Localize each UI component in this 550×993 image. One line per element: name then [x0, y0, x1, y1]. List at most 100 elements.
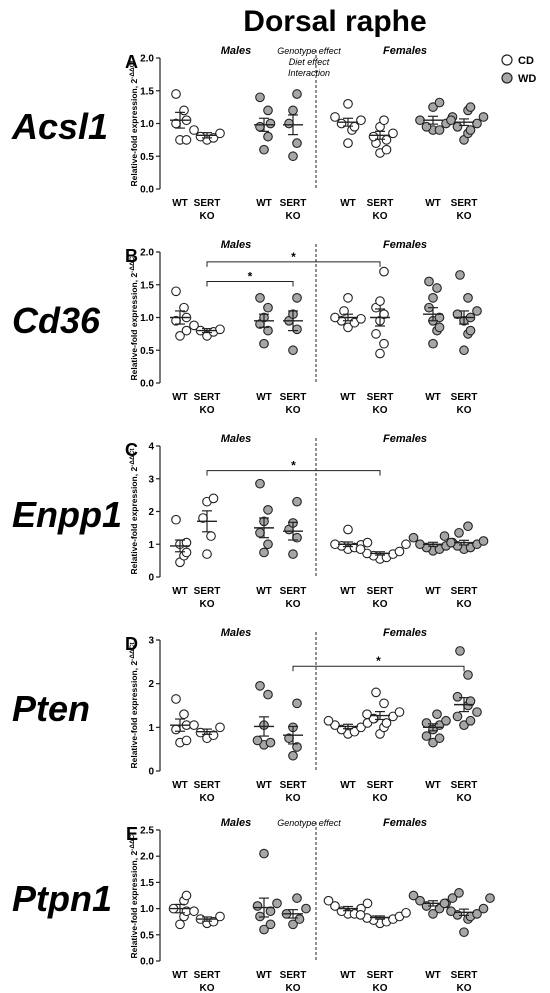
category-label-line2: KO	[286, 793, 301, 804]
data-point	[432, 709, 442, 720]
data-point	[465, 325, 476, 336]
category-label: SERT	[367, 970, 394, 981]
data-point	[284, 118, 294, 129]
data-point	[379, 338, 389, 349]
data-point	[189, 320, 199, 331]
category-label: WT	[172, 198, 188, 209]
panel-e: E Ptpn1 Males Females Genotype effect 0.0 0.5 1…	[12, 817, 495, 993]
data-point	[446, 906, 456, 917]
category-label: WT	[340, 586, 356, 597]
data-point	[368, 713, 379, 724]
data-point	[401, 907, 411, 918]
category-label: WT	[172, 970, 188, 981]
category-label-line2: KO	[200, 983, 215, 993]
significance-star: *	[291, 459, 296, 473]
gene-label: Acsl1	[11, 106, 108, 147]
data-point	[356, 115, 366, 126]
data-point	[381, 144, 392, 155]
data-point	[336, 724, 347, 735]
y-axis-title: Relative-fold expression, 2-ΔΔCt	[129, 832, 139, 959]
data-point	[371, 687, 381, 698]
y-axis-title: Relative-fold expression, 2-ΔΔCt	[129, 60, 139, 187]
category-label: WT	[256, 392, 272, 403]
data-point	[330, 720, 340, 731]
data-point	[459, 345, 469, 356]
panel-d: D Pten Males Females 0 1 2 3 Relative-fold expre…	[12, 627, 482, 804]
data-point	[208, 730, 219, 741]
stat-note: Genotype effect	[277, 46, 341, 56]
data-point	[255, 527, 265, 538]
y-axis-title-sup: -ΔΔCt	[129, 642, 136, 661]
legend-wd-label: WD	[518, 73, 536, 85]
category-label-line2: KO	[286, 405, 301, 416]
data-point	[259, 547, 269, 558]
category-label-line2: KO	[286, 983, 301, 993]
data-point	[263, 689, 273, 700]
y-tick-label: 1	[148, 723, 154, 734]
stat-note: Interaction	[288, 68, 330, 78]
data-point	[179, 105, 189, 116]
category-label: SERT	[280, 198, 307, 209]
data-point	[463, 521, 473, 532]
legend-cd-label: CD	[518, 55, 534, 67]
y-tick-label: 0	[148, 573, 154, 584]
data-point	[292, 324, 302, 335]
females-label: Females	[383, 433, 427, 445]
data-point	[421, 718, 432, 728]
data-point	[356, 722, 366, 733]
significance-star: *	[291, 250, 296, 264]
data-point	[292, 532, 302, 543]
data-point	[459, 720, 469, 731]
category-label: WT	[425, 970, 441, 981]
category-label: WT	[425, 198, 441, 209]
data-point	[439, 531, 450, 541]
data-point	[349, 121, 360, 132]
category-label: SERT	[451, 586, 478, 597]
data-point	[272, 898, 282, 909]
data-point	[478, 536, 489, 546]
significance-bracket	[206, 261, 381, 267]
data-point	[259, 144, 269, 155]
data-point	[408, 890, 419, 901]
data-point	[454, 888, 464, 898]
category-label-line2: KO	[457, 211, 472, 222]
data-point	[292, 138, 302, 148]
category-label: WT	[256, 970, 272, 981]
panel-letter: B	[125, 246, 138, 266]
category-label: SERT	[367, 198, 394, 209]
data-point	[349, 726, 360, 737]
data-point	[441, 715, 451, 726]
data-point	[434, 322, 445, 333]
panel-c: C Enpp1 Males Females 0 1 2 3 4 Relative-fold exp…	[12, 433, 489, 610]
category-label: SERT	[367, 586, 394, 597]
y-tick-label: 4	[148, 442, 154, 453]
data-point	[446, 115, 456, 126]
data-point	[454, 527, 464, 538]
males-label: Males	[221, 45, 252, 57]
data-point	[288, 151, 298, 162]
y-tick-label: 1.0	[140, 904, 154, 915]
category-label: WT	[172, 780, 188, 791]
data-point	[394, 707, 405, 717]
data-point	[195, 131, 206, 142]
data-point	[401, 539, 411, 550]
category-label: SERT	[451, 970, 478, 981]
significance-star: *	[248, 269, 253, 283]
y-axis-title-sup: -ΔΔCt	[129, 448, 136, 467]
data-point	[208, 493, 219, 504]
data-point	[355, 544, 366, 555]
data-point	[171, 286, 181, 297]
category-label-line2: KO	[286, 211, 301, 222]
category-label-line2: KO	[457, 405, 472, 416]
y-axis-title: Relative-fold expression, 2-ΔΔCt	[129, 448, 139, 575]
data-point	[175, 330, 185, 341]
data-point	[175, 919, 185, 930]
data-point	[263, 325, 273, 336]
data-point	[171, 724, 181, 735]
data-point	[259, 338, 269, 349]
data-point	[452, 711, 463, 722]
data-point	[181, 735, 192, 746]
category-label: WT	[340, 780, 356, 791]
data-point	[255, 680, 265, 691]
data-point	[255, 478, 265, 489]
